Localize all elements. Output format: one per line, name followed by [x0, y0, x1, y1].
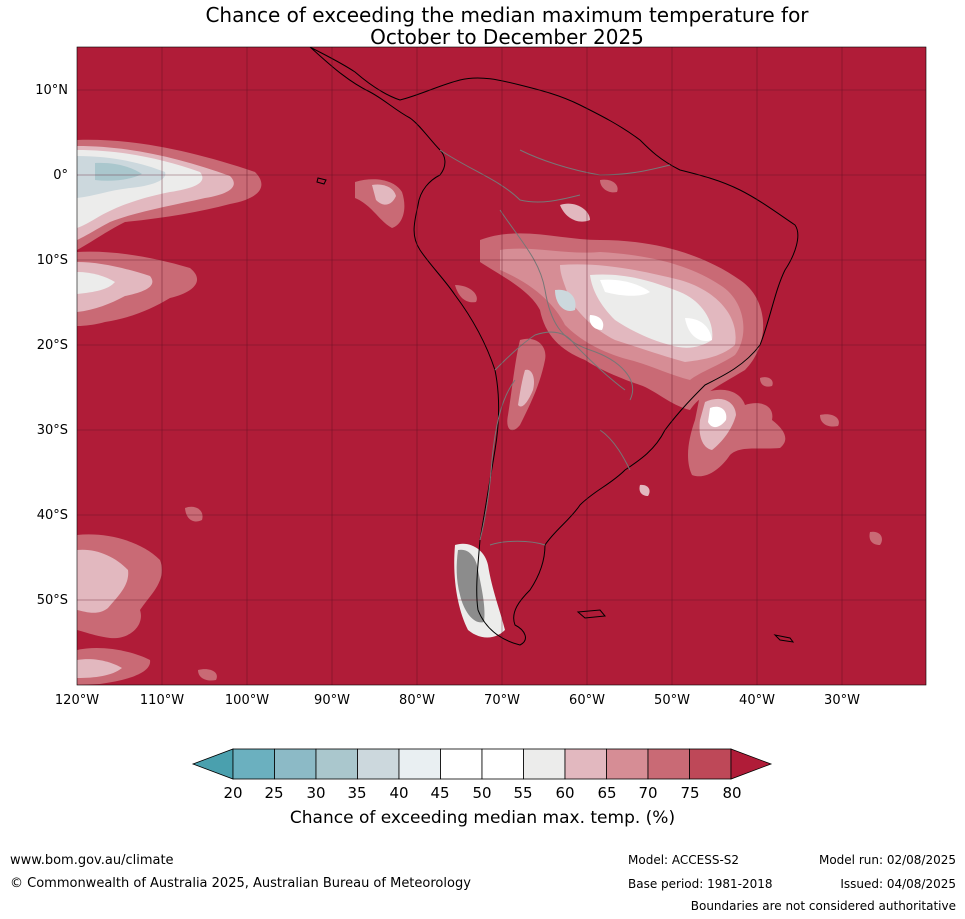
colorbar-tick-label: 70	[638, 784, 658, 802]
colorbar-arrow-low	[191, 748, 234, 780]
colorbar-segment	[398, 748, 441, 780]
website-link[interactable]: www.bom.gov.au/climate	[10, 853, 174, 868]
model-run-text: Model run: 02/08/2025	[818, 853, 956, 867]
colorbar-segment	[606, 748, 649, 780]
country-borders	[439, 149, 671, 546]
colorbar-segment	[315, 748, 358, 780]
lon-label-120w: 120°W	[54, 693, 100, 708]
galapagos-anomaly	[355, 179, 405, 228]
lon-label-50w: 50°W	[654, 693, 690, 708]
model-text: Model: ACCESS-S2	[628, 853, 740, 867]
colorbar-segment	[232, 748, 275, 780]
south-pacific-anomaly	[77, 506, 217, 685]
colorbar-tick-label: 80	[722, 784, 742, 802]
lon-label-110w: 110°W	[139, 693, 185, 708]
lat-label-20s: 20°S	[36, 338, 68, 353]
colorbar-segment	[440, 748, 483, 780]
colorbar-tick-label: 50	[472, 784, 492, 802]
ocean-background	[77, 47, 926, 685]
lat-label-40s: 40°S	[36, 508, 68, 523]
lon-label-60w: 60°W	[569, 693, 605, 708]
disclaimer-text: Boundaries are not considered authoritat…	[690, 899, 956, 913]
colorbar-tick-label: 30	[306, 784, 326, 802]
title-line-1: Chance of exceeding the median maximum t…	[205, 3, 809, 27]
islands	[316, 177, 795, 643]
colorbar	[191, 748, 773, 780]
colorbar-segment	[357, 748, 400, 780]
colorbar-tick-label: 20	[223, 784, 243, 802]
colorbar-tick-label: 45	[430, 784, 450, 802]
lon-label-70w: 70°W	[484, 693, 520, 708]
colorbar-tick-label: 35	[347, 784, 367, 802]
lat-label-30s: 30°S	[36, 423, 68, 438]
continent-outline	[309, 47, 799, 646]
colorbar-segment	[564, 748, 607, 780]
colorbar-tick-label: 55	[513, 784, 533, 802]
lon-label-90w: 90°W	[314, 693, 350, 708]
lon-label-80w: 80°W	[399, 693, 435, 708]
colorbar-segment	[274, 748, 317, 780]
lon-label-30w: 30°W	[824, 693, 860, 708]
issued-text: Issued: 04/08/2025	[840, 877, 956, 891]
colorbar-arrow-high	[730, 748, 773, 780]
pacific-equatorial-anomaly	[77, 139, 262, 250]
lon-label-100w: 100°W	[224, 693, 270, 708]
title-line-2: October to December 2025	[370, 25, 644, 49]
map-title: Chance of exceeding the median maximum t…	[0, 4, 965, 48]
colorbar-title: Chance of exceeding median max. temp. (%…	[289, 808, 676, 828]
brazil-anomaly	[480, 179, 764, 410]
lon-label-40w: 40°W	[739, 693, 775, 708]
colorbar-segment	[481, 748, 524, 780]
south-atlantic-anomaly	[639, 377, 882, 545]
lat-label-10n: 10°N	[35, 83, 68, 98]
andes-anomaly	[455, 285, 546, 431]
colorbar-segment	[523, 748, 566, 780]
map-frame	[76, 46, 927, 686]
lat-label-0: 0°	[53, 168, 68, 183]
colorbar-tick-label: 25	[264, 784, 284, 802]
colorbar-tick-label: 60	[555, 784, 575, 802]
lat-label-10s: 10°S	[36, 253, 68, 268]
colorbar-tick-label: 40	[389, 784, 409, 802]
base-period-text: Base period: 1981-2018	[628, 877, 773, 891]
colorbar-segment	[689, 748, 732, 780]
colorbar-segment	[647, 748, 690, 780]
graticule	[77, 47, 926, 685]
lat-label-50s: 50°S	[36, 593, 68, 608]
copyright-text: © Commonwealth of Australia 2025, Austra…	[10, 876, 471, 891]
colorbar-tick-label: 75	[680, 784, 700, 802]
colorbar-tick-label: 65	[597, 784, 617, 802]
pacific-southern-anomaly	[77, 251, 198, 326]
